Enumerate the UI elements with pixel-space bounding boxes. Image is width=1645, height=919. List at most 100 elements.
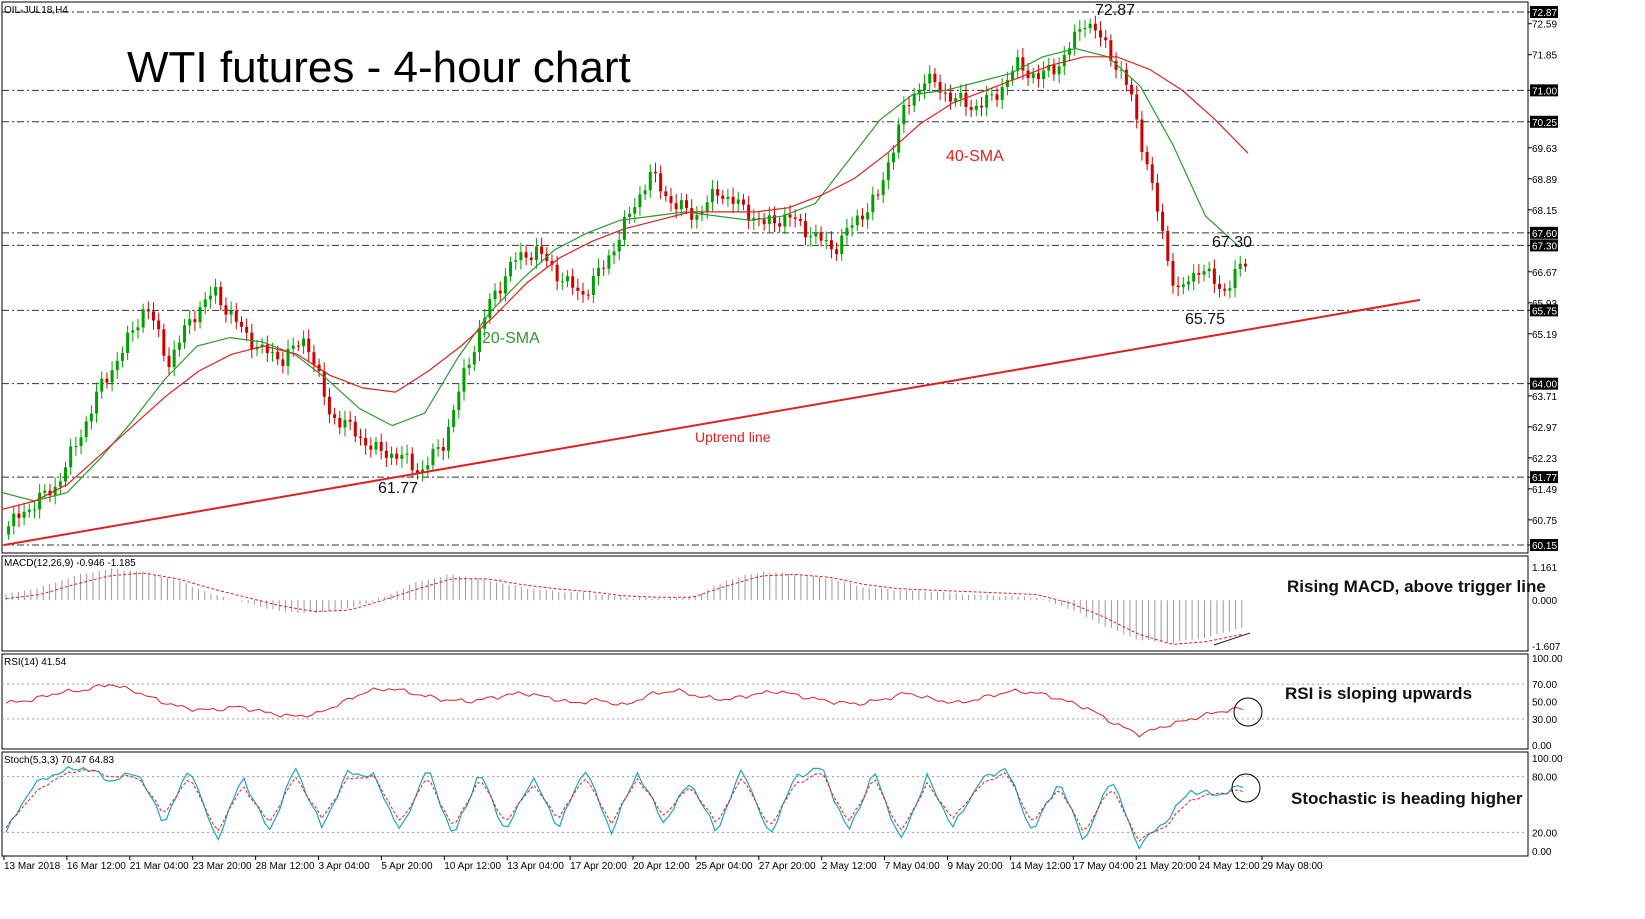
candle-body: [265, 344, 269, 353]
sma40-label: 40-SMA: [946, 148, 1004, 165]
candle-body: [208, 295, 212, 300]
candle-body: [985, 94, 989, 108]
price-tick-label: 61.77: [1532, 473, 1557, 484]
candle-body: [928, 73, 932, 84]
time-tick-label: 13 Apr 04:00: [507, 861, 564, 872]
sma20-label: 20-SMA: [482, 330, 540, 347]
candle-body: [338, 417, 342, 428]
candle-body: [529, 257, 533, 260]
candle-body: [483, 317, 487, 329]
candle-body: [1011, 71, 1015, 81]
candle-body: [519, 252, 523, 261]
candle-body: [43, 490, 47, 493]
candle-body: [835, 249, 839, 255]
uptrend-line: [3, 298, 1421, 546]
candle-body: [731, 196, 735, 204]
stoch-signal-line: [5, 769, 1243, 842]
price-tick-label: 63.71: [1532, 392, 1557, 403]
candle-body: [126, 332, 130, 353]
candle-body: [747, 204, 751, 221]
candle-body: [597, 267, 601, 277]
candle-body: [1233, 268, 1237, 289]
candle-body: [353, 421, 357, 437]
candle-body: [120, 352, 124, 361]
rsi-tick-label: 70.00: [1532, 680, 1557, 691]
candle-body: [271, 351, 275, 353]
candle-body: [1150, 164, 1154, 183]
candle-body: [1067, 48, 1071, 55]
candle-body: [343, 419, 347, 428]
candle-body: [1135, 94, 1139, 120]
candle-body: [64, 467, 68, 482]
candle-body: [395, 453, 399, 459]
candle-body: [659, 173, 663, 192]
candle-body: [1171, 261, 1175, 286]
candle-body: [917, 90, 921, 95]
candle-body: [695, 214, 699, 220]
candle-body: [79, 437, 83, 447]
candle-body: [954, 98, 958, 102]
candle-body: [260, 344, 264, 347]
stoch-tick-label: 100.00: [1532, 754, 1563, 765]
candle-body: [1062, 54, 1066, 67]
candle-body: [69, 446, 73, 468]
rsi-panel: 100.00 70.00 50.00 30.00 0.00: [2, 654, 1563, 752]
candle-body: [685, 200, 689, 208]
candle-body: [214, 286, 218, 296]
candle-body: [415, 470, 419, 473]
candle-body: [1140, 119, 1144, 153]
price-tick-label: 65.19: [1532, 330, 1557, 341]
candle-body: [224, 305, 228, 315]
macd-tick-label: 1.161: [1532, 563, 1557, 574]
candle-body: [1186, 281, 1190, 285]
annotation-low: 61.77: [378, 480, 418, 497]
time-tick-label: 24 May 12:00: [1199, 861, 1260, 872]
price-tick-box: [1530, 6, 1558, 18]
candle-body: [1192, 273, 1196, 282]
candle-body: [7, 526, 11, 535]
price-tick-box: [1530, 226, 1558, 239]
price-tick-box: [1530, 84, 1558, 97]
price-tick-label: 67.60: [1532, 229, 1557, 240]
candle-body: [1047, 64, 1051, 71]
candle-body: [234, 310, 238, 322]
candle-body: [762, 219, 766, 225]
candle-body: [804, 220, 808, 238]
candle-body: [1218, 283, 1222, 289]
candle-body: [410, 453, 414, 471]
candle-body: [1202, 271, 1206, 275]
candle-body: [333, 414, 337, 418]
candle-body: [245, 326, 249, 333]
candle-body: [1176, 285, 1180, 288]
candle-body: [89, 413, 93, 422]
candle-body: [871, 194, 875, 213]
candle-body: [84, 421, 88, 438]
candle-body: [669, 196, 673, 204]
candle-body: [281, 359, 285, 366]
candle-body: [783, 214, 787, 227]
sma40-line: [1, 56, 1249, 510]
macd-title: MACD(12,26,9) -0.946 -1.185: [4, 558, 136, 569]
candle-body: [726, 196, 730, 199]
price-tick-label: 71.85: [1532, 51, 1557, 62]
candle-body: [1052, 64, 1056, 75]
candle-body: [291, 345, 295, 349]
candle-body: [1166, 230, 1170, 262]
macd-divergence-line: [1213, 632, 1251, 646]
candle-body: [146, 309, 150, 312]
candle-body: [369, 445, 373, 450]
candle-body: [276, 351, 280, 360]
candle-body: [27, 509, 31, 512]
price-tick-label: 65.93: [1532, 299, 1557, 310]
time-tick-label: 9 May 20:00: [948, 861, 1003, 872]
candle-body: [902, 104, 906, 125]
candle-body: [431, 448, 435, 466]
candle-body: [172, 349, 176, 368]
candle-body: [840, 235, 844, 255]
rsi-tick-label: 50.00: [1532, 698, 1557, 709]
candle-body: [814, 232, 818, 237]
candle-body: [788, 214, 792, 218]
candle-body: [1145, 152, 1149, 165]
candle-body: [436, 447, 440, 449]
